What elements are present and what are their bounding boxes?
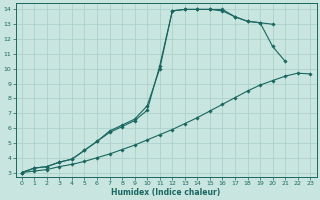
X-axis label: Humidex (Indice chaleur): Humidex (Indice chaleur) — [111, 188, 221, 197]
